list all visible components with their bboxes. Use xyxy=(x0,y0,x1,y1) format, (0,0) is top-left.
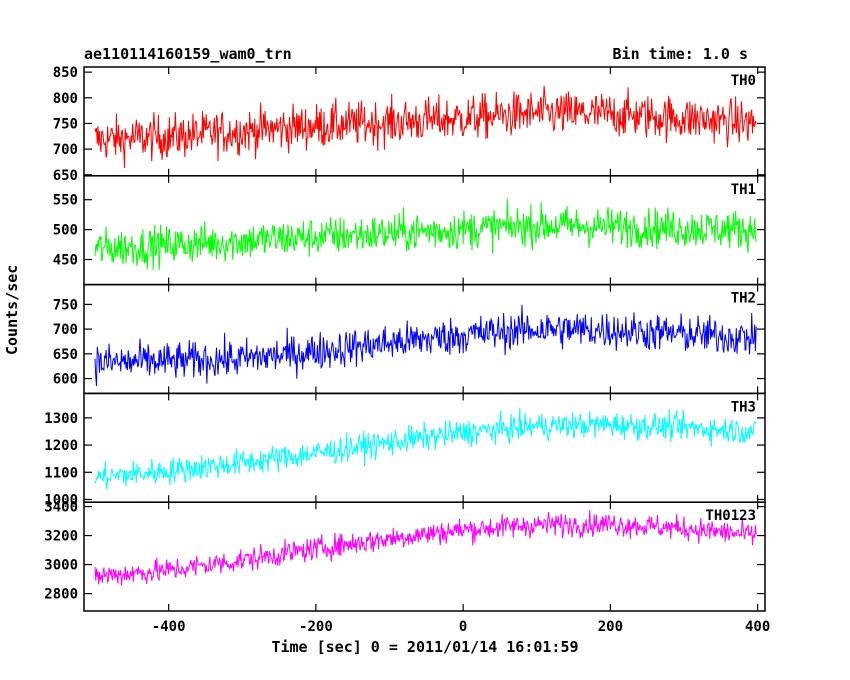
panel-label-th2: TH2 xyxy=(731,291,756,307)
y-tick-label: 750 xyxy=(53,297,78,313)
y-tick-label: 600 xyxy=(53,372,78,388)
bin-time-label: Bin time: 1.0 s xyxy=(612,45,748,63)
series-th1 xyxy=(94,198,757,271)
x-axis-label: Time [sec] 0 = 2011/01/14 16:01:59 xyxy=(271,638,579,656)
x-tick-label: 200 xyxy=(598,619,623,635)
y-tick-label: 700 xyxy=(53,322,78,338)
series-th2 xyxy=(94,304,757,386)
x-tick-label: 400 xyxy=(745,619,770,635)
y-tick-label: 3000 xyxy=(44,558,78,574)
y-tick-label: 3200 xyxy=(44,529,78,545)
series-th0 xyxy=(94,85,757,169)
y-tick-label: 650 xyxy=(53,168,78,184)
y-tick-label: 450 xyxy=(53,252,78,268)
observation-id: ae110114160159_wam0_trn xyxy=(84,45,292,63)
y-tick-label: 2800 xyxy=(44,587,78,603)
y-tick-label: 550 xyxy=(53,193,78,209)
panel-frame-th0123 xyxy=(83,501,766,612)
y-tick-label: 1000 xyxy=(44,492,78,508)
panel-frame-th3 xyxy=(83,392,766,503)
y-tick-label: 850 xyxy=(53,65,78,81)
y-tick-label: 1300 xyxy=(44,411,78,427)
panel-label-th0: TH0 xyxy=(731,73,756,89)
y-axis-label: Counts/sec xyxy=(3,264,21,355)
y-tick-label: 500 xyxy=(53,223,78,239)
x-tick-label: -200 xyxy=(299,619,333,635)
y-tick-label: 700 xyxy=(53,142,78,158)
y-tick-label: 1200 xyxy=(44,438,78,454)
x-tick-label: -400 xyxy=(152,619,186,635)
y-tick-label: 800 xyxy=(53,91,78,107)
series-th3 xyxy=(94,407,757,490)
series-th0123 xyxy=(94,509,757,586)
y-tick-label: 750 xyxy=(53,116,78,132)
panel-label-th1: TH1 xyxy=(731,182,756,198)
panel-label-th3: TH3 xyxy=(731,399,756,415)
x-tick-label: 0 xyxy=(459,619,467,635)
y-tick-label: 1100 xyxy=(44,465,78,481)
y-tick-label: 3400 xyxy=(44,500,78,516)
panel-label-th0123: TH0123 xyxy=(705,508,756,524)
y-tick-label: 650 xyxy=(53,347,78,363)
